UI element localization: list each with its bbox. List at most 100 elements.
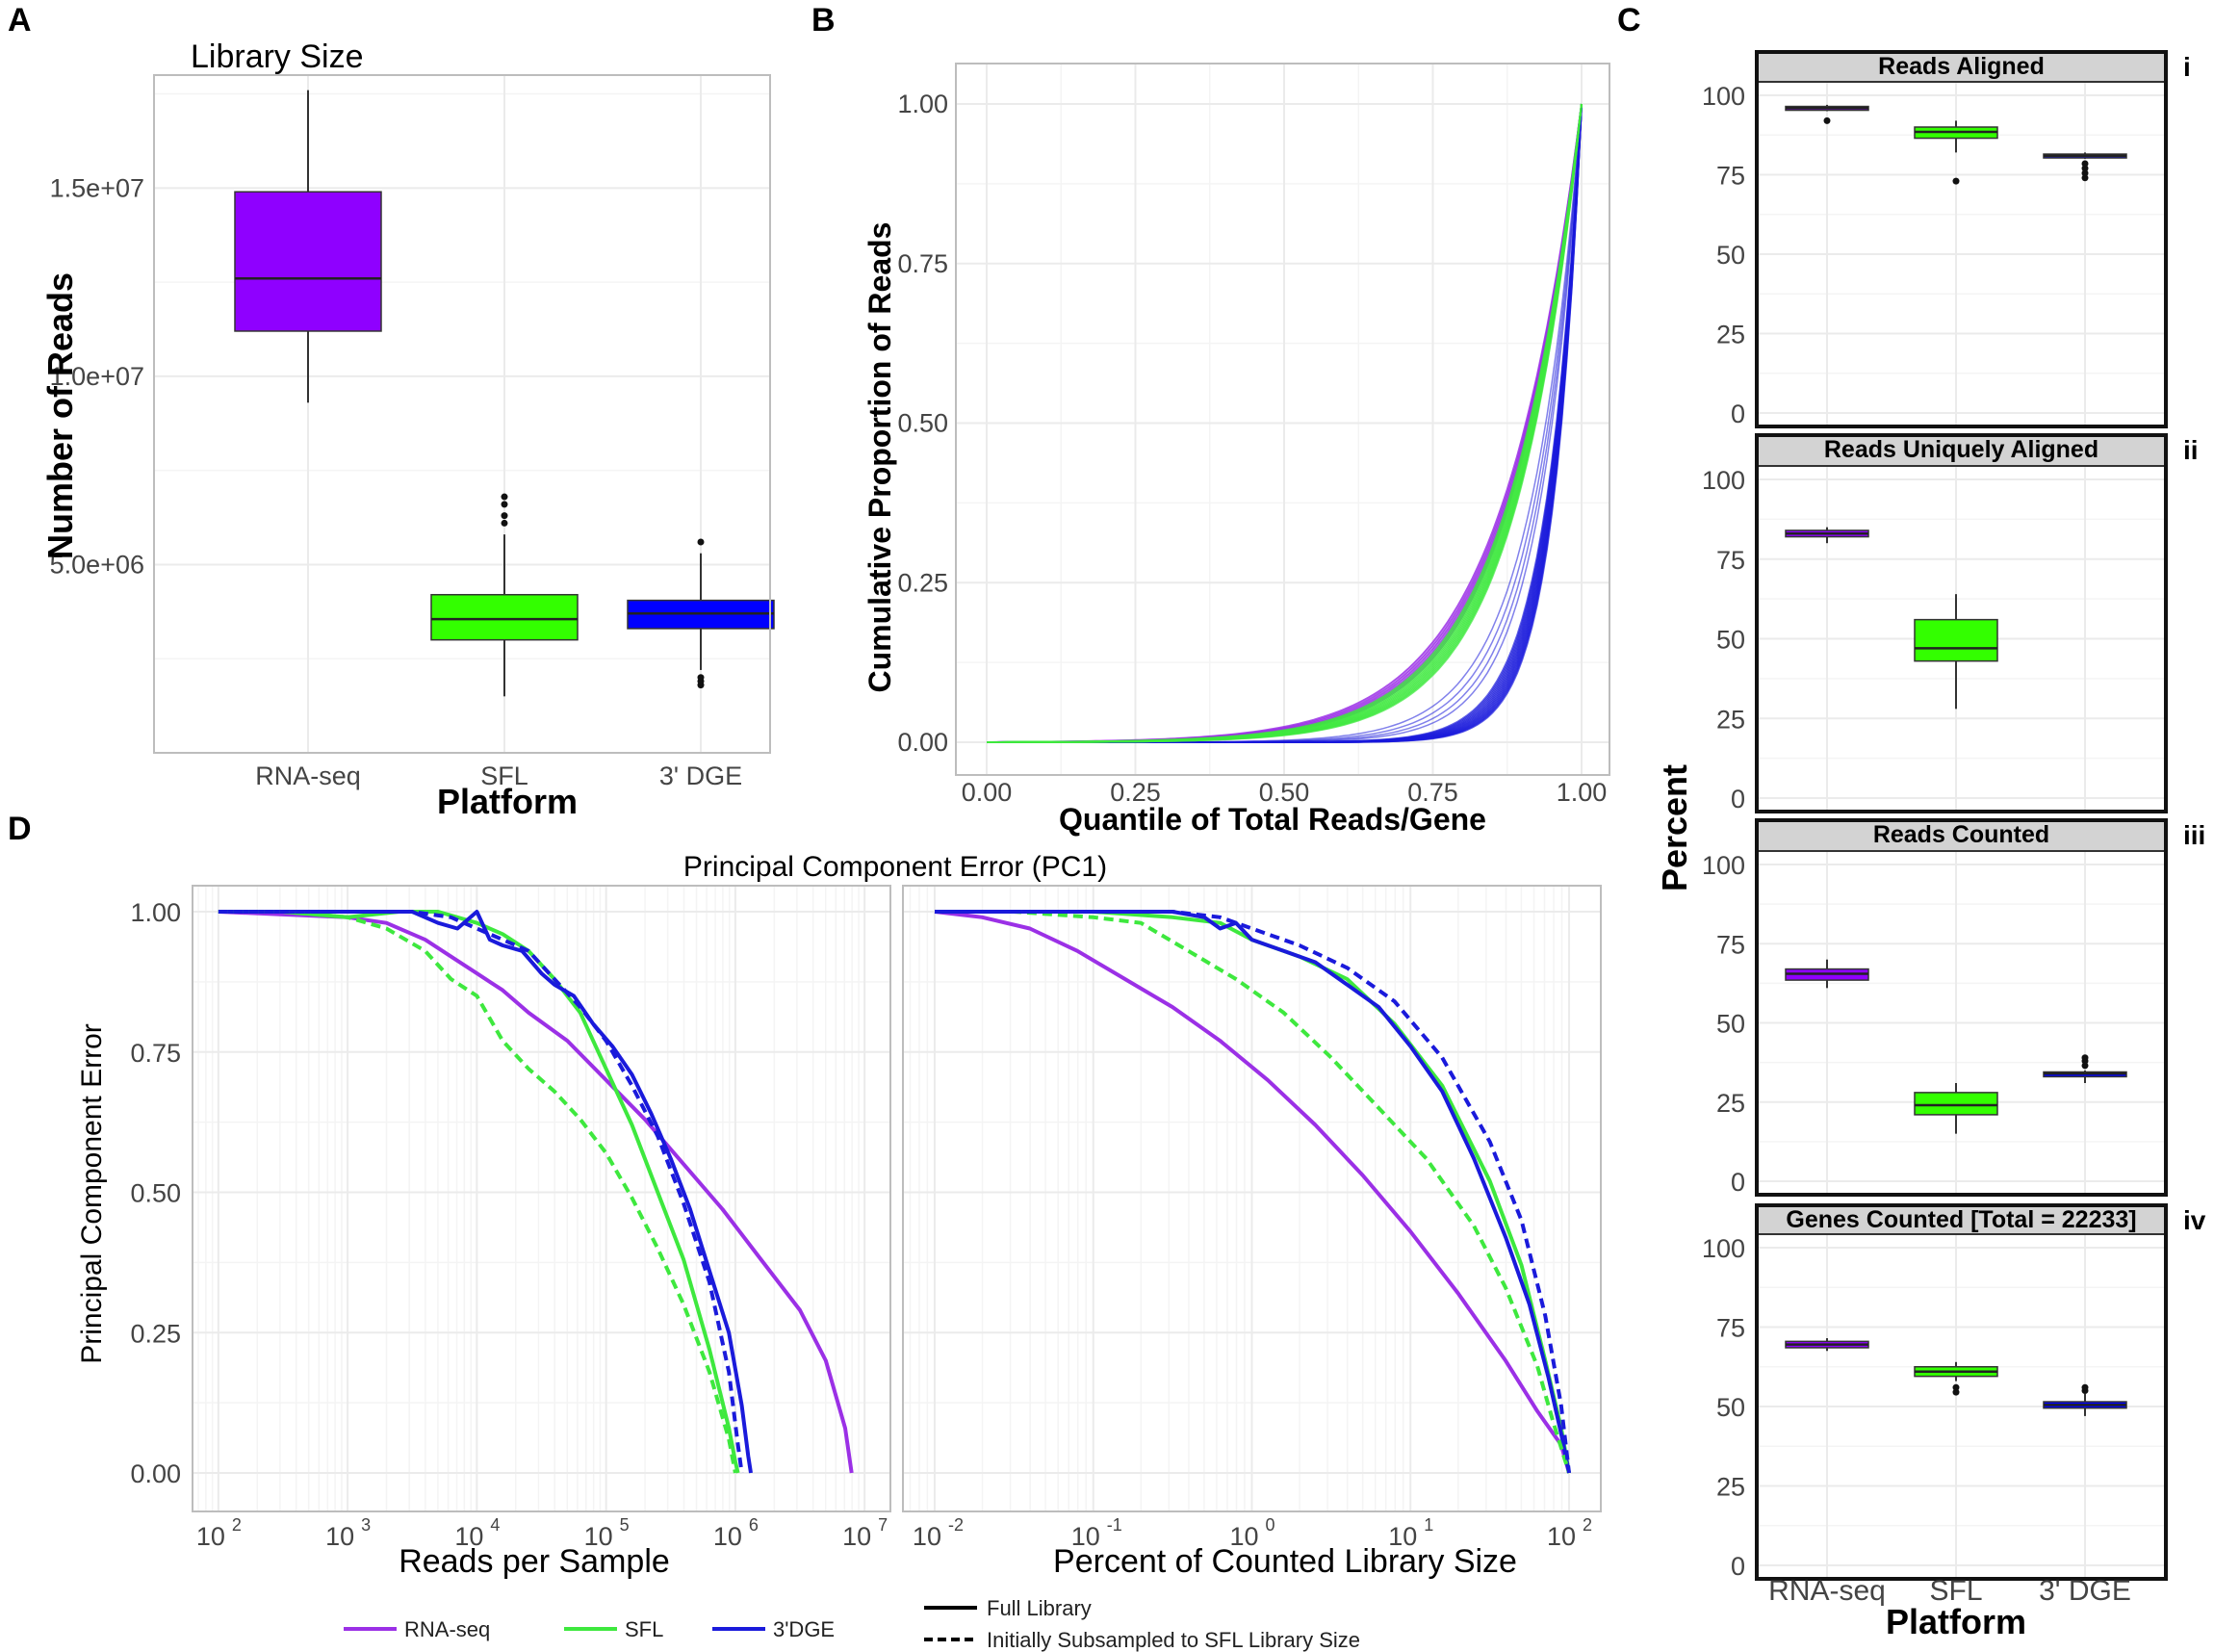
panel-b-ytick: 1.00 (897, 90, 948, 118)
panel-d-facet-bg (193, 886, 890, 1511)
panel-d-xtick-exponent: 7 (878, 1515, 888, 1535)
panel-c-ytick: 50 (1716, 241, 1745, 270)
panel-d-xtick-exponent: 2 (1583, 1515, 1592, 1535)
panel-c-outlier (2081, 1054, 2089, 1062)
panel-label-b: B (811, 2, 836, 39)
panel-a-box-0 (234, 191, 382, 332)
panel-b-frame (955, 63, 1610, 776)
panel-d-xtick-exponent: 4 (490, 1515, 500, 1535)
panel-c-ytick: 0 (1731, 1168, 1745, 1197)
panel-c-outlier (1823, 116, 1831, 124)
panel-d-ylabel: Principal Component Error (76, 1023, 108, 1363)
panel-c-facet-bg (1757, 820, 2166, 1195)
panel-d-xlabel-right: Percent of Counted Library Size (1053, 1543, 1517, 1580)
panel-label-d: D (8, 811, 32, 847)
panel-a-ylabel: Number of Reads (40, 272, 80, 559)
panel-a-outlier (501, 512, 508, 520)
panel-c-ytick: 0 (1731, 1552, 1745, 1581)
panel-b-curve-sfl (987, 103, 1583, 743)
panel-c-outlier (2081, 160, 2089, 168)
panel-d-xtick: 10 (584, 1522, 613, 1551)
panel-d-ytick: 0.25 (130, 1319, 181, 1348)
legend-dashed-label: Initially Subsampled to SFL Library Size (987, 1628, 1360, 1652)
panel-c-outlier (2081, 174, 2089, 182)
panel-d-xtick: 10 (196, 1522, 225, 1551)
legend-sfl-label: SFL (625, 1617, 663, 1641)
panel-c-strip-label: Genes Counted [Total = 22233] (1786, 1206, 2136, 1233)
panel-d-facet-frame (192, 885, 891, 1512)
panel-c-facet-tag: iv (2183, 1205, 2206, 1235)
panel-d-xtick-exponent: 6 (749, 1515, 759, 1535)
panel-d-xtick: 10 (842, 1522, 871, 1551)
panel-d-xtick-exponent: 0 (1266, 1515, 1275, 1535)
panel-d-title: Principal Component Error (PC1) (683, 851, 1107, 883)
panel-a-outlier (501, 519, 508, 527)
panel-d-line-rnaseq-solid (218, 910, 854, 1474)
panel-b-ytick: 0.75 (897, 249, 948, 278)
panel-a-outlier (697, 538, 705, 546)
panel-c-strip-label: Reads Aligned (1878, 53, 2045, 80)
panel-c-facet-tag: i (2183, 52, 2191, 82)
panel-d-xtick: 10 (913, 1522, 941, 1551)
panel-c-facet-tag: iii (2183, 820, 2205, 850)
panel-b-xtick: 0.25 (1110, 778, 1161, 807)
panel-d-xtick: 10 (1229, 1522, 1258, 1551)
legend-solid-label: Full Library (987, 1596, 1092, 1620)
panel-c-ytick: 25 (1716, 1473, 1745, 1502)
panel-c-facet-tag: ii (2183, 435, 2199, 465)
panel-d-ytick: 0.75 (130, 1039, 181, 1068)
panel-d-xtick: 10 (1388, 1522, 1417, 1551)
panel-a-xtick: SFL (480, 761, 528, 790)
panel-a-boxplot: Library Size 5.0e+06 1.0e+07 1.5e+07 RNA-se… (40, 39, 775, 821)
panel-d-xtick-exponent: 3 (361, 1515, 371, 1535)
panel-c-ytick: 50 (1716, 1010, 1745, 1039)
panel-d-line-sfl-dashed (935, 910, 1571, 1474)
panel-a-box-1 (430, 593, 579, 641)
panel-a-xlabel: Platform (437, 782, 578, 821)
panel-c-ytick: 0 (1731, 400, 1745, 428)
panel-c-xtick: RNA-seq (1768, 1575, 1886, 1607)
panel-c-ytick: 100 (1702, 851, 1745, 880)
panel-b-ylabel: Cumulative Proportion of Reads (862, 222, 897, 693)
panel-c-facet-bg (1757, 1205, 2166, 1579)
legend-rna-label: RNA-seq (404, 1617, 490, 1641)
panel-c-facet-bg (1757, 52, 2166, 426)
panel-c-outlier (1952, 1388, 1960, 1396)
panel-c-ytick: 75 (1716, 162, 1745, 191)
panel-b-xlabel: Quantile of Total Reads/Gene (1059, 802, 1486, 837)
panel-c-strip (1756, 1204, 2167, 1235)
panel-a-ytick: 1.0e+07 (50, 362, 144, 391)
panel-c-ytick: 0 (1731, 785, 1745, 813)
panel-c-ytick: 50 (1716, 1393, 1745, 1422)
panel-b-ytick: 0.25 (897, 568, 948, 597)
panel-b-bg (956, 64, 1609, 775)
panel-a-title: Library Size (191, 39, 364, 75)
panel-a-outlier (697, 674, 705, 682)
panel-c-outlier (1952, 177, 1960, 185)
panel-c-strip-label: Reads Counted (1873, 821, 2049, 848)
panel-d-xtick: 10 (713, 1522, 742, 1551)
panel-d-xtick-exponent: 1 (1424, 1515, 1433, 1535)
panel-a-ytick: 1.5e+07 (50, 173, 144, 202)
panel-d-ytick: 1.00 (130, 898, 181, 927)
panel-c-strip-label: Reads Uniquely Aligned (1824, 436, 2098, 463)
panel-d-xtick: 10 (1547, 1522, 1576, 1551)
panel-d-line-rnaseq-solid (934, 910, 1571, 1474)
panel-d-xlabel-left: Reads per Sample (399, 1543, 670, 1580)
panel-c-ytick: 100 (1702, 1234, 1745, 1263)
panel-c-facet-frame (1755, 818, 2168, 1197)
panel-a-bg (154, 75, 770, 753)
panel-d-legend: RNA-seq SFL 3'DGE Full Library Initially… (344, 1596, 1360, 1652)
panel-c-facet-frame (1755, 50, 2168, 428)
panel-d-line-sfl-dashed (218, 910, 737, 1474)
panel-c-ytick: 75 (1716, 930, 1745, 959)
panel-c-box-1 (1914, 618, 1998, 662)
panel-c-outlier (2081, 169, 2089, 177)
panel-c-ytick: 25 (1716, 1089, 1745, 1118)
panel-a-outlier (501, 493, 508, 501)
panel-b-xtick: 0.50 (1259, 778, 1310, 807)
panel-c-facet-frame (1755, 433, 2168, 813)
panel-b-xtick: 0.75 (1407, 778, 1458, 807)
panel-a-ytick: 5.0e+06 (50, 550, 144, 579)
